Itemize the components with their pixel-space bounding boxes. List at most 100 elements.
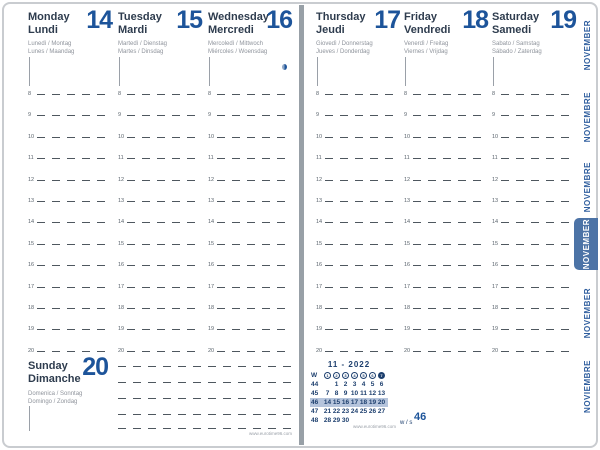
calendar-week-number: 44: [311, 381, 319, 388]
calendar-day-cell: 21: [323, 408, 332, 415]
hour-row-12: 12: [28, 173, 112, 183]
day-name-fr: Mercredi: [208, 24, 254, 36]
month-tab-4-current[interactable]: NOVEMBER: [574, 218, 598, 270]
calendar-day-cell: 23: [341, 408, 350, 415]
day-alt-2: Jueves / Donderdag: [316, 49, 370, 55]
hour-row-12: 12: [118, 173, 202, 183]
hour-label: 13: [316, 198, 323, 204]
hour-writing-line: [325, 94, 400, 95]
hour-writing-line: [501, 201, 576, 202]
day-alt-2: Lunes / Maandag: [28, 49, 75, 55]
month-tab-3[interactable]: NOVEMBRE: [576, 156, 598, 218]
sunday-writing-line: [118, 398, 202, 399]
hour-writing-line: [325, 243, 400, 245]
hour-label: 14: [316, 219, 323, 226]
day-date-number: 16: [266, 6, 293, 34]
sunday-writing-line: [208, 428, 292, 429]
hour-writing-line: [37, 201, 112, 202]
hour-writing-line: [127, 179, 202, 181]
month-tab-label: NOVEMBER: [581, 218, 591, 270]
month-tab-6[interactable]: NOVIEMBRE: [576, 348, 598, 424]
calendar-day-cell: 17: [350, 399, 359, 406]
calendar-day-cell: 18: [359, 399, 368, 406]
hour-writing-line: [37, 286, 112, 288]
calendar-day-header-cell: 1: [323, 372, 332, 379]
hour-row-17: 17: [28, 280, 112, 290]
hour-writing-line: [37, 136, 112, 138]
hour-label: 13: [208, 198, 215, 204]
day-alt-2: Sábado / Zaterdag: [492, 49, 542, 55]
hour-row-20: 20: [404, 344, 488, 354]
calendar-day-cell: 25: [359, 408, 368, 415]
hour-row-20: 20: [316, 344, 400, 354]
day-alt-2: Miércoles / Woensdag: [208, 49, 268, 55]
day-alt-languages: Lunedì / Montag Lunes / Maandag: [28, 40, 74, 56]
hour-writing-line: [413, 115, 488, 117]
day-name-en: Saturday: [492, 11, 540, 23]
calendar-day-header-circle: 3: [342, 372, 349, 379]
hour-label: 17: [28, 283, 35, 290]
hour-writing-line: [217, 286, 292, 288]
calendar-day-cell: 22: [332, 408, 341, 415]
hour-writing-line: [217, 179, 292, 181]
calendar-week-row-47: 47 21 22 23 24 25 26 27: [310, 407, 388, 416]
hour-writing-line: [501, 222, 576, 224]
hour-label: 15: [28, 240, 35, 247]
sunday-date-number: 20: [82, 353, 109, 381]
day-alt-1: Venerdì / Freitag: [404, 41, 449, 47]
calendar-day-cell: 4: [361, 381, 366, 388]
hour-label: 14: [404, 219, 411, 226]
hour-label: 18: [118, 305, 125, 311]
day-header-wednesday: Wednesday Mercredi: [208, 11, 269, 37]
sunday-writing-line: [118, 428, 202, 429]
day-name-fr: Lundi: [28, 24, 58, 36]
hour-label: 15: [316, 240, 323, 247]
hour-writing-line: [127, 265, 202, 267]
hour-row-17: 17: [118, 280, 202, 290]
day-header-rule: [493, 57, 494, 86]
sunday-writing-line: [118, 414, 202, 415]
hour-writing-line: [413, 350, 488, 352]
day-header-thursday: Thursday Jeudi: [316, 11, 366, 37]
calendar-day-cell: 13: [377, 390, 386, 397]
sunday-writing-line: [208, 366, 292, 367]
hour-writing-line: [413, 308, 488, 309]
hour-writing-line: [325, 201, 400, 202]
hour-writing-line: [501, 115, 576, 117]
hour-label: 10: [492, 133, 499, 140]
hour-label: 12: [492, 176, 499, 183]
calendar-day-header-cell: 5: [359, 372, 368, 379]
hour-row-11: 11: [208, 151, 292, 161]
calendar-day-header-cell: 4: [350, 372, 359, 379]
hour-label: 9: [404, 112, 408, 119]
calendar-day-cell: 30: [341, 417, 350, 424]
hour-writing-line: [127, 201, 202, 202]
hour-writing-line: [127, 136, 202, 138]
page-spine-divider: [299, 5, 304, 445]
hour-row-14: 14: [492, 215, 576, 225]
hour-writing-line: [37, 265, 112, 267]
moon-phase-icon: [282, 64, 287, 70]
hour-row-13: 13: [316, 194, 400, 204]
hour-row-18: 18: [28, 301, 112, 311]
hour-writing-line: [127, 308, 202, 309]
hour-row-10: 10: [404, 130, 488, 140]
hour-row-10: 10: [316, 130, 400, 140]
hour-label: 20: [208, 347, 215, 354]
month-tab-5[interactable]: NOVEMBER: [576, 282, 598, 344]
month-tab-label: NOVIEMBRE: [582, 359, 592, 413]
hour-row-16: 16: [316, 258, 400, 268]
month-tab-1[interactable]: NOVEMBER: [576, 12, 598, 78]
day-date-number: 18: [462, 6, 489, 34]
month-tab-2[interactable]: NOVEMBRE: [576, 84, 598, 150]
hour-row-13: 13: [404, 194, 488, 204]
hour-writing-line: [413, 286, 488, 288]
hour-writing-line: [413, 201, 488, 202]
hour-row-9: 9: [28, 108, 112, 118]
hour-label: 8: [492, 91, 496, 97]
hour-label: 10: [404, 133, 411, 140]
hour-writing-line: [501, 158, 576, 160]
day-header-rule: [317, 57, 318, 86]
calendar-week-number: 47: [311, 408, 319, 415]
hour-writing-line: [325, 136, 400, 138]
